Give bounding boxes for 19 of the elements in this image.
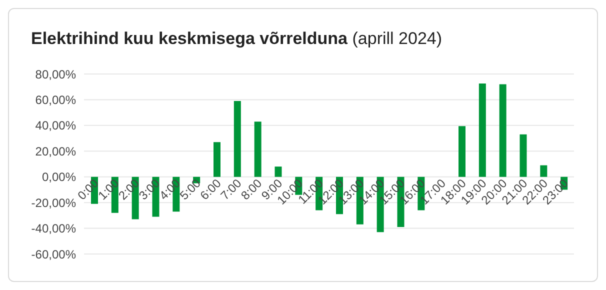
y-tick-label: 60,00%: [35, 92, 76, 107]
bar: [499, 84, 506, 177]
y-tick-label: 0,00%: [42, 170, 76, 184]
bar: [274, 166, 282, 177]
y-tick-label: 40,00%: [35, 118, 76, 133]
bar: [214, 142, 220, 177]
y-tick-label: -60,00%: [31, 247, 76, 262]
y-tick-label: 20,00%: [35, 144, 76, 158]
bar: [540, 165, 548, 177]
bar: [520, 134, 527, 177]
chart-subtitle: (aprill 2024): [352, 29, 442, 48]
bar: [234, 101, 241, 177]
chart-title: Elektrihind kuu keskmisega võrrelduna: [31, 29, 348, 48]
bar: [254, 122, 262, 177]
bar: [478, 84, 486, 177]
y-tick-label: -20,00%: [31, 196, 76, 210]
y-tick-label: 80,00%: [35, 67, 76, 82]
bar: [458, 126, 466, 177]
y-tick-label: -40,00%: [31, 222, 76, 236]
